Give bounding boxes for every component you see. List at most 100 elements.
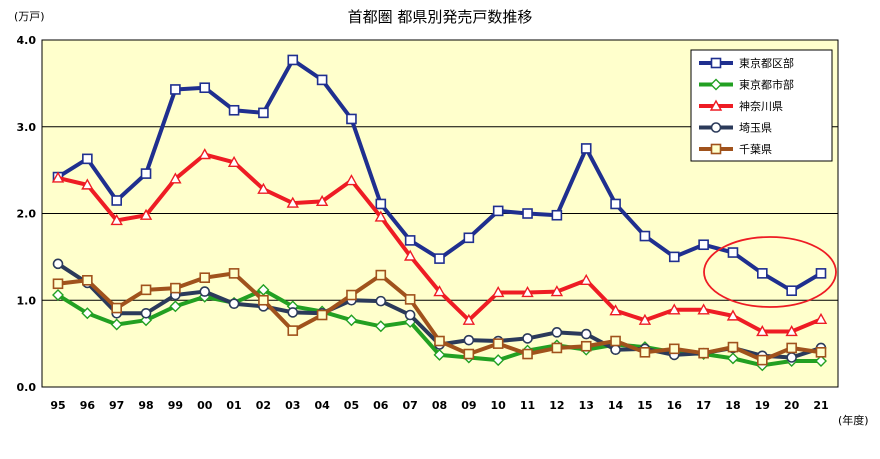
x-tick-label: 10 [491,399,507,412]
data-point [639,346,651,358]
data-point [345,314,358,327]
data-point [785,325,798,337]
data-point [316,309,328,321]
x-tick-label: 19 [755,399,770,412]
legend-item: 千葉県 [699,142,772,156]
data-point [698,347,709,359]
data-point [170,282,181,294]
data-point [727,341,739,353]
data-point [580,273,593,285]
data-point [462,313,476,325]
legend-swatch-marker [710,143,722,155]
legend-label: 東京都区部 [739,56,794,70]
data-point [140,307,152,319]
data-point [668,251,680,263]
data-point [258,107,269,119]
data-point [757,354,768,366]
data-point [815,268,827,279]
data-point [110,213,123,226]
data-point [345,174,358,186]
y-tick-label: 2.0 [17,208,37,221]
data-point [258,294,269,306]
data-point [404,309,416,321]
data-point [610,335,621,347]
data-point [81,178,94,190]
data-point [346,113,357,125]
data-point [140,284,152,296]
x-tick-label: 08 [432,399,447,412]
x-tick-label: 20 [784,399,800,412]
data-point [522,333,533,344]
data-point [757,268,768,279]
data-point [287,325,299,336]
data-point [726,352,739,365]
data-point [346,289,357,301]
data-point [139,208,153,220]
x-tick-label: 11 [520,399,535,412]
chart-title: 首都圏 都県別発売戸数推移 [348,8,533,26]
data-point [727,247,739,258]
x-tick-label: 98 [138,399,153,412]
x-tick-label: 06 [373,399,389,412]
data-point [756,325,769,337]
x-tick-label: 17 [696,399,711,412]
data-point [374,320,387,333]
data-point [228,298,240,310]
x-tick-label: 02 [256,399,271,412]
data-point [434,335,445,347]
data-point [82,274,93,286]
data-point [463,232,475,244]
legend-swatch-marker [709,99,723,111]
series-5 [52,268,827,366]
series-1 [52,54,827,297]
data-point [434,253,445,264]
data-point [199,286,211,297]
legend-label: 東京都市部 [739,78,794,92]
data-point [110,318,123,331]
x-tick-label: 03 [285,399,300,412]
legend-label: 千葉県 [739,142,772,156]
data-point [170,84,181,95]
x-tick-label: 97 [109,399,124,412]
data-point [726,309,740,321]
legend-item: 埼玉県 [699,121,772,135]
data-point [815,354,827,367]
data-point [580,340,592,352]
data-point [375,295,387,307]
data-point [522,348,533,360]
x-tick-label: 99 [168,399,183,412]
x-tick-label: 00 [197,399,213,412]
data-point [227,155,241,168]
data-point [52,289,64,302]
data-point [668,343,680,355]
data-point [610,198,621,210]
x-tick-label: 05 [344,399,359,412]
x-tick-label: 04 [314,399,330,412]
y-tick-label: 4.0 [17,34,37,47]
data-point [111,195,122,206]
data-point [610,344,621,355]
legend-label: 神奈川県 [739,99,783,113]
data-point [140,168,152,179]
y-tick-label: 1.0 [17,294,37,307]
x-tick-label: 96 [80,399,96,412]
data-point [492,354,505,367]
y-tick-label: 0.0 [17,381,37,394]
data-point [786,352,797,363]
data-point [492,286,505,298]
data-point [257,283,270,296]
data-point [550,285,564,297]
x-tick-label: 01 [226,399,241,412]
legend-label: 埼玉県 [739,121,772,135]
legend-swatch-marker [710,122,722,133]
x-tick-label: 14 [608,399,624,412]
data-point [786,285,797,297]
x-axis-unit-label: (年度) [838,413,869,427]
data-point [111,302,122,314]
x-tick-label: 13 [579,399,594,412]
data-point [668,303,681,315]
data-point [521,286,534,298]
data-point [786,342,797,354]
